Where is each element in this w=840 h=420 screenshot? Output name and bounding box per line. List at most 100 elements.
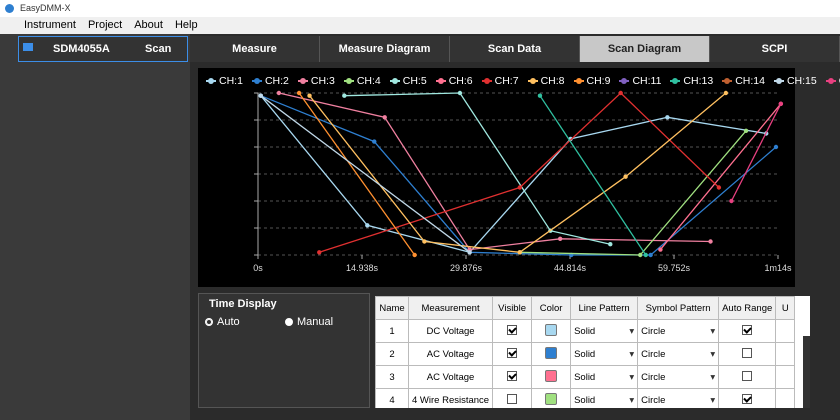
table-row[interactable]: 44 Wire Resistance SolidCircle: [375, 388, 796, 408]
device-item[interactable]: SDM4055A Scan: [18, 36, 188, 62]
radio-button[interactable]: [205, 318, 213, 326]
legend-item[interactable]: CH:5: [389, 75, 427, 87]
cell-measurement: AC Voltage: [407, 365, 494, 389]
data-point: [276, 90, 282, 96]
legend-marker: [437, 78, 444, 84]
cell-extra: [775, 342, 796, 366]
cell-visible: [492, 342, 533, 366]
legend-item[interactable]: CH:15: [773, 75, 817, 87]
checkbox[interactable]: [507, 393, 518, 404]
cell-extra: [775, 365, 796, 389]
legend-marker: [529, 78, 536, 84]
column-header: U: [775, 296, 796, 320]
data-point: [729, 198, 734, 204]
cell-name: 1: [375, 319, 409, 343]
checkbox[interactable]: [507, 324, 518, 335]
legend-marker: [775, 78, 782, 84]
color-swatch[interactable]: [545, 392, 558, 405]
legend-item[interactable]: CH:8: [527, 75, 565, 87]
legend-item[interactable]: CH:7: [481, 75, 519, 87]
data-point: [296, 90, 302, 96]
radio-button[interactable]: [285, 318, 293, 326]
data-point: [623, 174, 628, 179]
data-point: [307, 93, 312, 98]
menu-item[interactable]: Help: [174, 19, 198, 31]
device-name: SDM4055A: [53, 43, 110, 55]
series-line: [539, 95, 647, 256]
checkbox[interactable]: [742, 324, 753, 335]
legend-item[interactable]: CH:6: [435, 75, 473, 87]
tab[interactable]: Scan Data: [450, 36, 580, 62]
series-line: [260, 95, 471, 253]
checkbox[interactable]: [742, 370, 753, 381]
menu-item[interactable]: Project: [87, 19, 123, 31]
symbol-pattern-select[interactable]: Circle: [637, 319, 720, 343]
radio-option[interactable]: Auto: [205, 316, 285, 328]
symbol-pattern-select[interactable]: Circle: [637, 342, 720, 366]
legend-item[interactable]: CH:13: [670, 75, 713, 87]
data-point: [317, 250, 322, 255]
left-panel: [0, 34, 190, 420]
line-pattern-select[interactable]: Solid: [570, 388, 639, 408]
tab[interactable]: Scan Diagram: [580, 36, 710, 62]
checkbox[interactable]: [507, 347, 518, 358]
legend-swatch: [297, 78, 308, 84]
line-pattern-select[interactable]: Solid: [570, 365, 639, 389]
tab[interactable]: Measure Diagram: [320, 36, 450, 62]
data-point: [258, 93, 263, 98]
legend-swatch: [573, 78, 584, 84]
legend-item[interactable]: CH:16: [825, 75, 840, 87]
scrollbar[interactable]: [803, 336, 810, 408]
legend-item[interactable]: CH:14: [722, 75, 765, 87]
symbol-pattern-select[interactable]: Circle: [637, 365, 720, 389]
symbol-pattern-select[interactable]: Circle: [637, 388, 720, 408]
cell-color: [531, 342, 572, 366]
checkbox[interactable]: [742, 393, 753, 404]
line-pattern-select[interactable]: Solid: [570, 342, 639, 366]
legend-marker: [345, 78, 352, 84]
legend-marker: [575, 78, 582, 84]
legend-label: CH:1: [219, 75, 243, 87]
table-row[interactable]: 2AC Voltage SolidCircle: [375, 342, 796, 366]
radio-option[interactable]: Manual: [285, 316, 365, 328]
color-swatch[interactable]: [545, 346, 558, 359]
legend: CH:1 CH:2 CH:3 CH:4 CH:5 CH:6 CH:7 CH:8 CH:9 CH:1…: [206, 75, 840, 87]
data-point: [608, 242, 613, 247]
legend-label: CH:13: [683, 75, 714, 87]
data-point: [648, 252, 653, 258]
data-point: [342, 93, 347, 98]
radio-group: Auto Manual: [205, 316, 365, 329]
legend-marker: [672, 78, 679, 84]
series-line: [730, 103, 782, 202]
legend-item[interactable]: CH:1: [206, 75, 243, 87]
menu-item[interactable]: About: [134, 19, 163, 31]
legend-item[interactable]: CH:11: [619, 75, 661, 87]
cell-auto-range: [718, 319, 777, 343]
color-swatch[interactable]: [545, 369, 558, 382]
menu-item[interactable]: Instrument: [24, 19, 76, 31]
x-tick-label: 59.752s: [658, 263, 691, 273]
data-point: [422, 239, 427, 244]
legend-item[interactable]: CH:9: [573, 75, 610, 87]
series-line: [344, 92, 611, 245]
checkbox[interactable]: [507, 370, 518, 381]
column-header: Visible: [492, 296, 533, 320]
table-row[interactable]: 3AC Voltage SolidCircle: [375, 365, 796, 389]
column-header: Measurement: [407, 296, 494, 320]
legend-item[interactable]: CH:3: [297, 75, 335, 87]
window-title: EasyDMM-X: [20, 3, 71, 13]
table-row[interactable]: 1DC Voltage SolidCircle: [375, 319, 796, 343]
data-point: [708, 239, 713, 244]
tab[interactable]: Measure: [190, 36, 320, 62]
color-swatch[interactable]: [545, 323, 558, 336]
legend-item[interactable]: CH:4: [343, 75, 381, 87]
legend-label: CH:5: [402, 75, 427, 87]
device-mode[interactable]: Scan: [145, 43, 172, 55]
line-pattern-select[interactable]: Solid: [570, 319, 639, 343]
checkbox[interactable]: [742, 347, 753, 358]
legend-item[interactable]: CH:2: [251, 75, 289, 87]
legend-swatch: [206, 78, 216, 84]
title-bar: EasyDMM-X: [0, 0, 840, 17]
tab[interactable]: SCPI: [710, 36, 840, 62]
